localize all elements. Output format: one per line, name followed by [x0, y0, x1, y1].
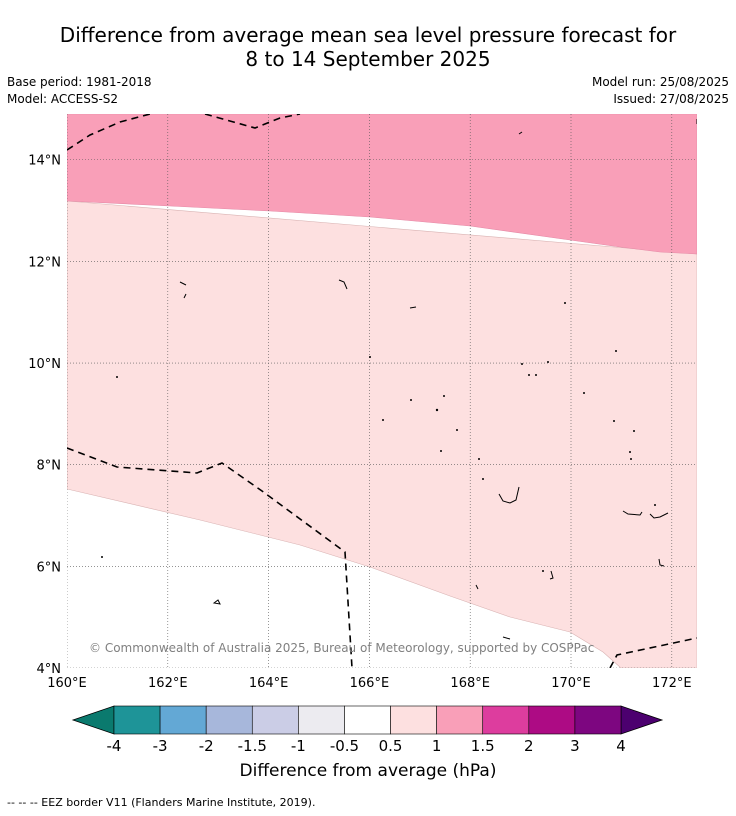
map-title-line2: 8 to 14 September 2025 [245, 47, 491, 71]
longitude-tick-label: 168°E [450, 676, 490, 691]
colorbar-segment [528, 705, 576, 735]
colorbar-extend-high [620, 705, 664, 735]
colorbar-segment [113, 705, 161, 735]
island [475, 584, 479, 590]
map-title-line1: Difference from average mean sea level p… [59, 23, 677, 47]
eez-border-north [67, 114, 301, 151]
atoll [382, 419, 384, 421]
eez-legend-note: -- -- -- EEZ border V11 (Flanders Marine… [7, 796, 316, 809]
island [622, 510, 643, 516]
eez-border-central [67, 447, 353, 668]
atoll [564, 302, 566, 304]
island [658, 558, 665, 567]
atoll [521, 363, 523, 365]
map-gridlines [67, 114, 697, 668]
atoll [456, 429, 458, 431]
latitude-tick-labels: 4°N 6°N 8°N 10°N 12°N 14°N [28, 154, 61, 677]
atoll [583, 392, 585, 394]
island [498, 486, 520, 504]
atoll [410, 399, 412, 401]
base-period-label: Base period: 1981-2018 [7, 75, 152, 89]
island [549, 570, 554, 580]
colorbar-tick-label: -1 [290, 737, 306, 755]
colorbar-segment [390, 705, 437, 735]
island [649, 512, 669, 519]
colorbar-segment [436, 705, 484, 735]
island [518, 131, 523, 135]
atoll [116, 376, 118, 378]
colorbar-extend-low [71, 705, 115, 735]
eez-borders [67, 114, 697, 668]
longitude-tick-label: 164°E [249, 676, 289, 691]
model-run-label: Model run: 25/08/2025 [591, 75, 729, 89]
island [212, 599, 221, 605]
colorbar-tick-label: 4 [616, 737, 626, 755]
latitude-tick-label: 4°N [37, 662, 62, 677]
colorbar-tick-label: -4 [106, 737, 122, 755]
issued-label: Issued: 27/08/2025 [613, 92, 729, 106]
colorbar-title: Difference from average (hPa) [239, 761, 497, 781]
colorbar-segment [205, 705, 253, 735]
anomaly-region-1-to-1.5 [67, 114, 697, 255]
island [409, 306, 417, 309]
atoll [369, 356, 371, 358]
latitude-tick-label: 14°N [28, 154, 61, 169]
atoll [542, 570, 544, 572]
colorbar-segment [159, 705, 207, 735]
longitude-tick-label: 166°E [350, 676, 390, 691]
anomaly-region-0.5-to-1 [67, 200, 697, 668]
atoll [633, 430, 635, 432]
longitude-tick-label: 162°E [148, 676, 188, 691]
colorbar-tick-label: 2 [524, 737, 534, 755]
colorbar-segment [574, 705, 622, 735]
atoll [482, 478, 484, 480]
atoll [630, 458, 632, 460]
longitude-tick-label: 170°E [551, 676, 591, 691]
colorbar-tick-label: -3 [152, 737, 168, 755]
atoll [654, 504, 656, 506]
colorbar-segment [251, 705, 299, 735]
colorbar-tick-label: 3 [570, 737, 580, 755]
colorbar-tick-label: 1.5 [470, 737, 495, 755]
island [338, 279, 348, 290]
latitude-tick-label: 10°N [28, 357, 61, 372]
map-plot-area [67, 114, 697, 668]
island [179, 281, 187, 299]
colorbar-tick-label: -0.5 [329, 737, 360, 755]
atoll [101, 556, 103, 558]
atoll [615, 350, 617, 352]
latitude-tick-label: 6°N [37, 560, 62, 575]
atoll-dots [101, 302, 656, 572]
eez-border-south-east [609, 637, 697, 668]
atoll [547, 361, 549, 363]
island [502, 636, 511, 640]
longitude-tick-label: 160°E [47, 676, 87, 691]
colorbar-tick-label: -1.5 [237, 737, 267, 755]
model-label: Model: ACCESS-S2 [7, 92, 119, 106]
atoll [440, 450, 442, 452]
atoll [443, 395, 445, 397]
atoll [478, 458, 480, 460]
longitude-tick-label: 172°E [652, 676, 692, 691]
atoll [629, 451, 631, 453]
colorbar-tick-label: -2 [198, 737, 214, 755]
colorbar-segment [344, 705, 391, 735]
latitude-tick-label: 12°N [28, 255, 61, 270]
colorbar-tick-label: 1 [431, 737, 442, 755]
atoll [435, 408, 439, 412]
latitude-tick-label: 8°N [37, 459, 62, 474]
colorbar [71, 705, 664, 735]
atoll [535, 374, 537, 376]
colorbar-segment [482, 705, 530, 735]
islands [179, 119, 697, 640]
longitude-tick-labels: 160°E 162°E 164°E 166°E 168°E 170°E 172°E [47, 676, 691, 691]
colorbar-tick-label: 0.5 [378, 737, 403, 755]
colorbar-segment [298, 705, 345, 735]
atoll [613, 420, 615, 422]
copyright-notice: © Commonwealth of Australia 2025, Bureau… [89, 641, 594, 655]
atoll [528, 374, 530, 376]
